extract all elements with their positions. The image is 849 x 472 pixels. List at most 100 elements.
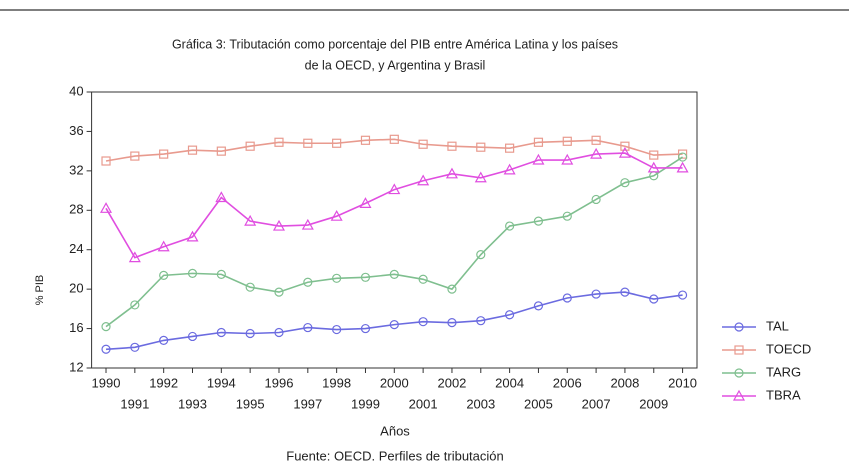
marker: [561, 153, 574, 165]
source: Fuente: OECD. Perfiles de tributación: [286, 448, 504, 463]
marker: [101, 322, 111, 332]
marker: [245, 282, 255, 292]
x-tick-label: 1995: [236, 396, 265, 411]
marker: [418, 317, 428, 327]
series-line: [105, 291, 683, 351]
marker: [216, 269, 226, 279]
marker: [244, 214, 257, 226]
x-tick-label: 1990: [92, 375, 121, 390]
marker: [332, 138, 342, 148]
x-tick-label: 2007: [582, 396, 611, 411]
legend-label: TAL: [766, 318, 789, 333]
marker: [533, 216, 544, 226]
marker: [159, 149, 169, 159]
marker: [505, 310, 515, 320]
x-axis-label: Años: [380, 423, 410, 438]
marker: [562, 211, 572, 221]
marker: [503, 163, 516, 175]
marker: [734, 368, 744, 378]
marker: [274, 287, 284, 297]
marker: [303, 138, 313, 148]
marker: [187, 331, 198, 342]
marker: [159, 335, 169, 345]
x-tick-label: 1991: [120, 396, 149, 411]
marker: [388, 183, 401, 195]
marker: [303, 277, 313, 287]
marker: [303, 322, 313, 333]
marker: [562, 136, 572, 146]
marker: [360, 135, 371, 145]
marker: [274, 327, 284, 338]
marker: [505, 143, 515, 153]
x-tick-label: 2000: [380, 375, 409, 390]
marker: [187, 145, 198, 155]
plot-frame: [91, 91, 698, 369]
marker: [128, 251, 141, 263]
series-line: [105, 152, 683, 259]
marker: [620, 287, 630, 297]
marker: [101, 344, 111, 354]
y-tick-label: 40: [69, 83, 83, 98]
marker: [272, 219, 286, 231]
marker: [389, 320, 399, 330]
x-tick-label: 1994: [207, 375, 236, 390]
legend-label: TBRA: [766, 387, 801, 402]
marker: [216, 327, 226, 338]
x-tick-label: 1999: [351, 396, 380, 411]
marker: [389, 134, 399, 144]
marker: [215, 191, 228, 203]
x-tick-label: 1996: [265, 375, 294, 390]
y-tick-label: 24: [69, 241, 83, 256]
chart-title: Gráfica 3: Tributación como porcentaje d…: [172, 37, 618, 51]
marker: [360, 323, 371, 334]
x-tick-label: 2008: [610, 375, 639, 390]
marker: [620, 178, 630, 188]
x-tick-label: 2004: [495, 375, 524, 390]
marker: [245, 141, 255, 151]
marker: [476, 142, 486, 152]
marker: [101, 156, 111, 166]
marker: [677, 290, 688, 300]
series-line: [105, 156, 684, 328]
legend-label: TOECD: [766, 341, 811, 356]
y-tick-label: 36: [69, 123, 83, 138]
x-tick-label: 2003: [466, 396, 495, 411]
marker: [590, 147, 603, 159]
marker: [505, 221, 515, 231]
marker: [332, 273, 342, 283]
marker: [330, 209, 343, 221]
marker: [649, 294, 659, 304]
series-line: [105, 138, 683, 162]
marker: [130, 300, 140, 310]
y-axis-label: % PIB: [34, 275, 46, 306]
y-tick-label: 32: [69, 162, 83, 177]
x-tick-label: 2009: [639, 396, 668, 411]
marker: [418, 274, 428, 284]
marker: [533, 137, 544, 147]
marker: [447, 284, 457, 294]
x-tick-label: 2002: [437, 375, 466, 390]
x-tick-label: 1998: [322, 375, 351, 390]
y-tick-label: 28: [69, 202, 83, 217]
marker: [591, 194, 601, 205]
marker: [245, 328, 255, 339]
x-tick-label: 1992: [149, 375, 178, 390]
marker: [591, 135, 601, 145]
marker: [360, 272, 371, 282]
marker: [301, 218, 314, 230]
marker: [447, 318, 457, 328]
marker: [474, 171, 487, 183]
marker: [332, 324, 342, 335]
marker: [187, 268, 198, 278]
marker: [676, 161, 689, 173]
legend-label: TARG: [766, 364, 801, 379]
marker: [476, 316, 486, 326]
marker: [99, 202, 113, 213]
marker: [216, 146, 226, 156]
marker: [562, 293, 572, 303]
chart-title: de la OECD, y Argentina y Brasil: [305, 58, 486, 72]
marker: [417, 174, 430, 186]
marker: [130, 342, 140, 352]
